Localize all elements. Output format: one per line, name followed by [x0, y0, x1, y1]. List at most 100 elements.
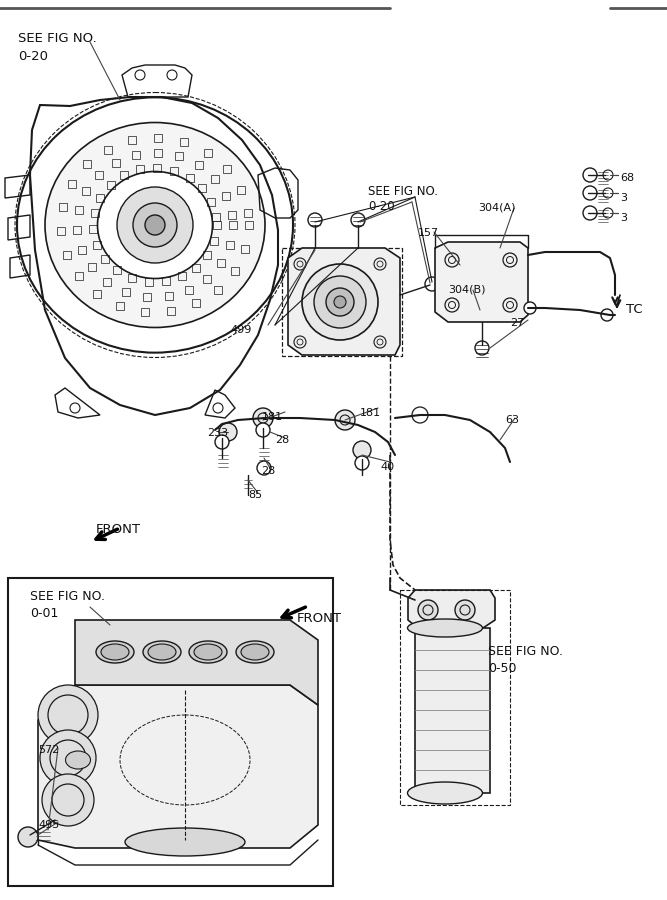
Bar [89, 225, 97, 233]
Polygon shape [288, 248, 400, 355]
Bar [213, 221, 221, 229]
Circle shape [583, 206, 597, 220]
Bar [73, 226, 81, 234]
Circle shape [40, 730, 96, 786]
Bar [97, 194, 105, 202]
Circle shape [455, 600, 475, 620]
Bar [192, 300, 200, 307]
Bar [113, 266, 121, 274]
Text: 3: 3 [620, 193, 627, 203]
Text: SEE FIG NO.: SEE FIG NO. [488, 645, 563, 658]
Circle shape [48, 695, 88, 735]
Circle shape [117, 187, 193, 263]
Circle shape [52, 784, 84, 816]
Text: 304(A): 304(A) [478, 202, 516, 212]
Bar [226, 241, 234, 249]
Text: 181: 181 [262, 412, 283, 422]
Ellipse shape [236, 641, 274, 663]
Bar [282, 248, 402, 356]
Bar [214, 285, 222, 293]
Ellipse shape [194, 644, 222, 660]
Text: 0-50: 0-50 [488, 662, 516, 675]
Bar [180, 138, 188, 146]
Circle shape [215, 435, 229, 449]
Text: SEE FIG NO.: SEE FIG NO. [368, 185, 438, 198]
Bar [75, 206, 83, 214]
Ellipse shape [65, 751, 91, 769]
Polygon shape [435, 242, 528, 322]
Text: FRONT: FRONT [96, 523, 141, 536]
Bar [203, 148, 211, 157]
Polygon shape [408, 590, 495, 630]
Bar [104, 146, 112, 154]
Text: 68: 68 [620, 173, 634, 183]
Circle shape [219, 423, 237, 441]
Bar [95, 171, 103, 179]
Text: FRONT: FRONT [297, 612, 342, 625]
Ellipse shape [189, 641, 227, 663]
Bar [203, 274, 211, 283]
Circle shape [601, 309, 613, 321]
Bar [128, 274, 136, 282]
Ellipse shape [97, 172, 213, 278]
Ellipse shape [148, 644, 176, 660]
Polygon shape [75, 620, 318, 705]
Polygon shape [38, 685, 318, 848]
Ellipse shape [241, 644, 269, 660]
Text: 27: 27 [510, 318, 524, 328]
Text: 85: 85 [248, 490, 262, 500]
Bar [195, 161, 203, 169]
Bar [167, 307, 175, 315]
Bar [91, 209, 99, 217]
Ellipse shape [45, 122, 265, 328]
Text: 499: 499 [230, 325, 251, 335]
Bar [83, 160, 91, 168]
Bar [78, 246, 86, 254]
Ellipse shape [143, 641, 181, 663]
Bar [161, 277, 169, 285]
Circle shape [308, 213, 322, 227]
Bar [128, 137, 136, 145]
Bar [88, 264, 96, 272]
Bar [59, 202, 67, 211]
Bar [175, 152, 183, 160]
Circle shape [42, 774, 94, 826]
Bar [132, 151, 140, 159]
Bar [165, 292, 173, 300]
Bar [217, 259, 225, 267]
Text: 181: 181 [360, 408, 381, 418]
Text: SEE FIG NO.: SEE FIG NO. [18, 32, 97, 45]
Bar [153, 148, 161, 157]
Bar [75, 272, 83, 280]
Bar [415, 628, 490, 793]
Circle shape [603, 208, 613, 218]
Text: 0-01: 0-01 [30, 607, 59, 620]
Bar [245, 221, 253, 229]
Circle shape [335, 410, 355, 430]
Circle shape [353, 441, 371, 459]
Bar [141, 308, 149, 316]
Bar [116, 302, 124, 310]
Circle shape [18, 827, 38, 847]
Circle shape [355, 456, 369, 470]
Text: 0-20: 0-20 [18, 50, 48, 63]
Circle shape [603, 188, 613, 198]
Bar [136, 166, 144, 174]
Circle shape [50, 740, 86, 776]
Bar [223, 165, 231, 173]
Bar [112, 158, 120, 166]
Bar [82, 187, 90, 195]
Text: 233: 233 [207, 428, 228, 438]
Circle shape [133, 203, 177, 247]
Bar [103, 278, 111, 286]
Circle shape [583, 168, 597, 182]
Bar [154, 134, 162, 142]
Circle shape [38, 685, 98, 745]
Circle shape [256, 423, 270, 437]
Circle shape [253, 408, 273, 428]
Bar [222, 192, 230, 200]
Bar [203, 251, 211, 259]
Bar [143, 292, 151, 301]
Circle shape [583, 186, 597, 200]
Circle shape [425, 277, 439, 291]
